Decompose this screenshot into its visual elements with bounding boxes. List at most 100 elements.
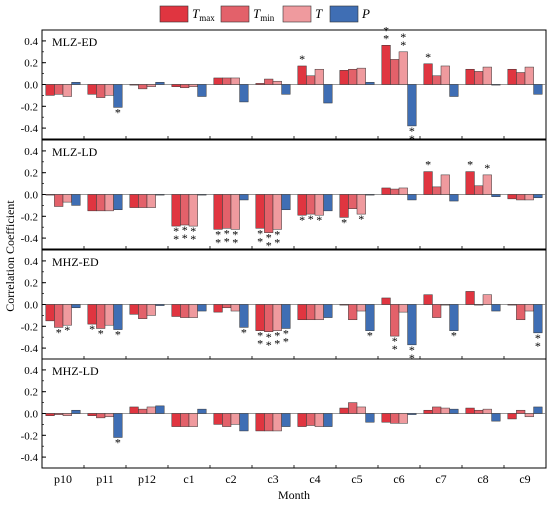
- significance-star: *: [392, 342, 398, 356]
- bar: [171, 194, 181, 227]
- significance-star: *: [241, 325, 247, 339]
- bar: [230, 413, 240, 425]
- panel-title: MHZ-LD: [52, 364, 99, 378]
- significance-star: *: [467, 158, 473, 172]
- bar: [507, 304, 517, 306]
- bar: [297, 194, 307, 216]
- bar: [306, 304, 316, 321]
- bar: [339, 407, 349, 414]
- bar: [129, 194, 139, 208]
- legend-swatch: [220, 5, 250, 23]
- bar: [281, 413, 291, 427]
- x-tick-label: p11: [96, 472, 114, 486]
- y-tick-label: -0.4: [21, 343, 39, 355]
- significance-star: *: [409, 132, 415, 146]
- legend-swatch: [282, 5, 312, 23]
- bar: [423, 294, 433, 305]
- bar: [356, 194, 366, 215]
- bar: [197, 408, 207, 414]
- bar: [423, 409, 433, 414]
- bar: [348, 304, 358, 321]
- bar: [432, 304, 442, 318]
- significance-star: *: [190, 224, 196, 238]
- bar: [423, 63, 433, 85]
- bar: [104, 304, 114, 326]
- bar: [155, 304, 165, 306]
- bar: [188, 84, 198, 87]
- bar: [138, 84, 148, 90]
- bar: [71, 409, 81, 414]
- y-tick-label: -0.4: [21, 452, 39, 464]
- bar: [407, 413, 417, 415]
- bar: [449, 84, 459, 97]
- bar: [188, 304, 198, 318]
- significance-star: *: [484, 161, 490, 175]
- bar: [255, 413, 265, 432]
- bar: [524, 66, 534, 85]
- significance-star: *: [400, 30, 406, 44]
- y-tick-label: 0.4: [24, 146, 38, 158]
- y-tick-label: 0.4: [24, 256, 38, 268]
- bar: [507, 68, 517, 85]
- bar: [45, 194, 55, 196]
- bar: [213, 77, 223, 85]
- significance-star: *: [400, 38, 406, 52]
- bar: [138, 304, 148, 319]
- bar: [381, 45, 391, 85]
- significance-star: *: [535, 339, 541, 353]
- y-tick-label: -0.2: [21, 101, 38, 113]
- bar: [440, 407, 450, 414]
- x-axis-label: Month: [278, 488, 310, 502]
- bar: [449, 304, 459, 331]
- bar: [491, 413, 501, 422]
- bar: [516, 304, 526, 321]
- bar: [230, 77, 240, 85]
- bar: [155, 194, 165, 196]
- y-tick-label: 0.0: [24, 80, 38, 92]
- x-tick-label: c8: [477, 472, 488, 486]
- bar: [104, 194, 114, 212]
- bar: [281, 84, 291, 95]
- significance-star: *: [257, 226, 263, 240]
- y-tick-label: 0.4: [24, 36, 38, 48]
- bar: [407, 304, 417, 346]
- bar: [222, 304, 232, 309]
- bar: [533, 304, 543, 334]
- significance-star: *: [283, 326, 289, 340]
- bar: [138, 194, 148, 208]
- significance-star: *: [115, 105, 121, 119]
- bar: [474, 409, 484, 414]
- y-tick-label: 0.2: [24, 168, 38, 180]
- bar: [239, 304, 249, 328]
- bar: [356, 67, 366, 85]
- y-tick-label: 0.2: [24, 278, 38, 290]
- bar: [474, 185, 484, 195]
- bar: [306, 75, 316, 85]
- legend-item: Tmin: [220, 5, 275, 23]
- bar: [171, 413, 181, 427]
- legend-swatch: [329, 5, 359, 23]
- x-tick-label: c2: [225, 472, 236, 486]
- legend-item: Tmax: [159, 5, 215, 23]
- bar: [339, 70, 349, 85]
- bar: [230, 194, 240, 230]
- bar: [104, 413, 114, 418]
- bar: [281, 304, 291, 329]
- bar: [398, 413, 408, 424]
- significance-star: *: [182, 231, 188, 245]
- significance-star: *: [299, 52, 305, 66]
- x-tick-label: c6: [393, 472, 404, 486]
- bar: [381, 187, 391, 195]
- significance-star: *: [115, 435, 121, 449]
- bar: [381, 297, 391, 305]
- significance-star: *: [425, 50, 431, 64]
- bar: [524, 194, 534, 201]
- bar: [533, 406, 543, 414]
- legend-label: P: [361, 6, 370, 21]
- significance-star: *: [190, 232, 196, 246]
- significance-star: *: [383, 31, 389, 45]
- bar: [323, 304, 333, 318]
- bar: [104, 84, 114, 96]
